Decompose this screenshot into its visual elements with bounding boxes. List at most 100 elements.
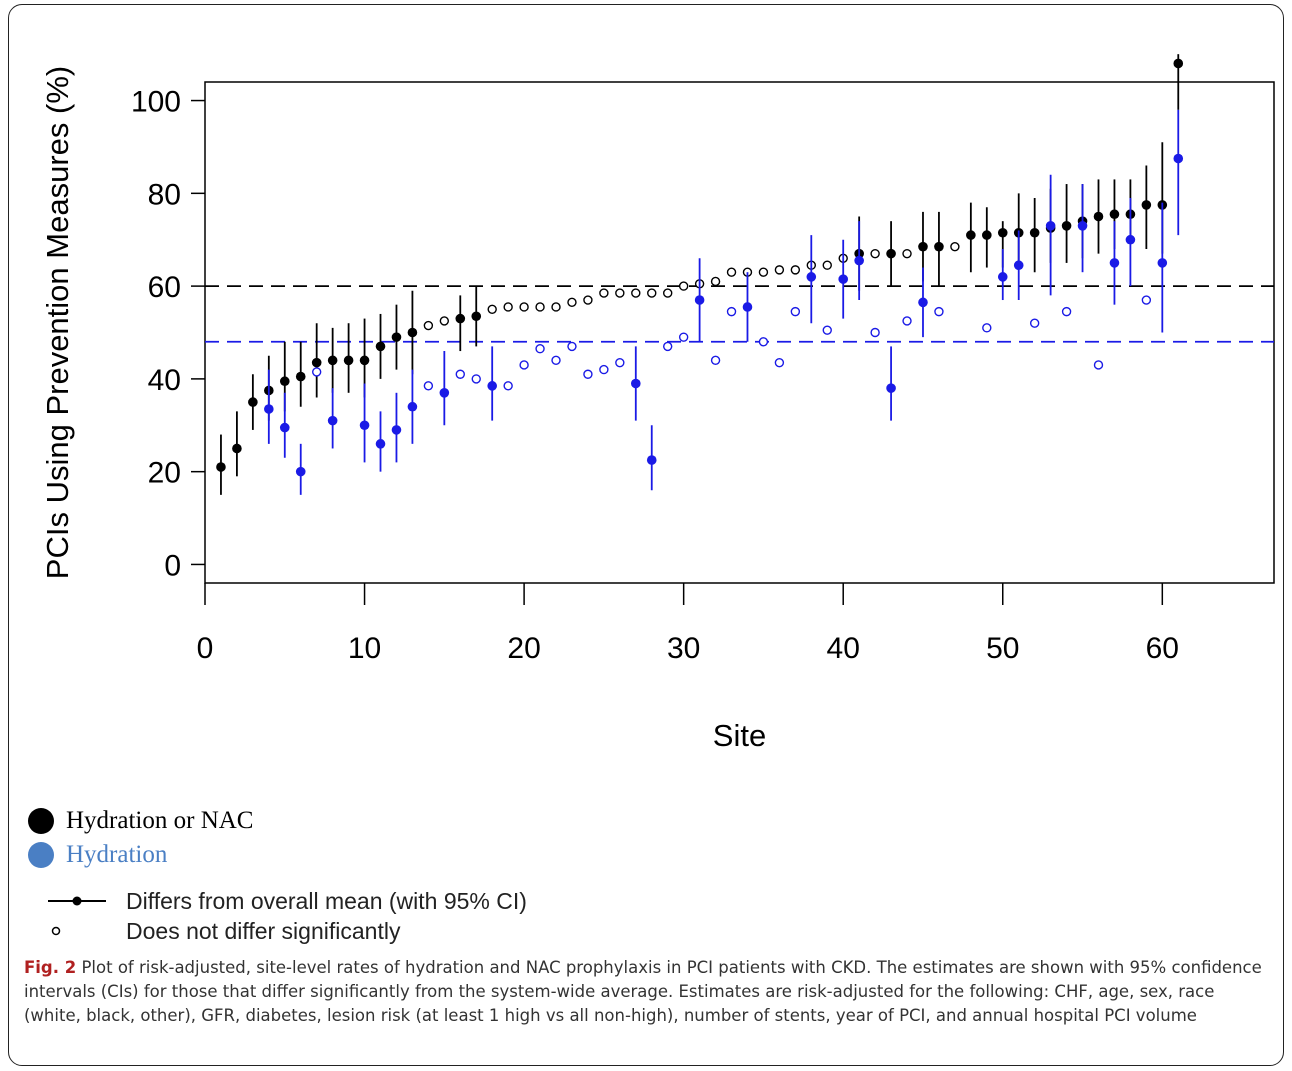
data-point [535, 302, 545, 312]
data-point-significant [327, 415, 338, 426]
data-point-significant [1173, 58, 1184, 69]
data-point [487, 304, 497, 315]
data-point-significant [375, 439, 386, 449]
data-point-significant [375, 341, 386, 352]
data-point [726, 267, 737, 277]
data-point [726, 306, 737, 317]
data-point-significant [646, 455, 657, 465]
data-point [902, 248, 912, 259]
data-point-significant [1141, 200, 1152, 210]
data-point-significant [359, 420, 370, 431]
data-point-significant [487, 381, 497, 391]
x-tick-label: 20 [507, 632, 540, 665]
y-axis-label: PCIs Using Prevention Measures (%) [40, 66, 75, 579]
data-point [950, 241, 960, 252]
data-point-significant [886, 248, 896, 259]
data-point [599, 364, 609, 375]
data-point [870, 248, 880, 259]
data-point [870, 327, 880, 338]
data-point-significant [838, 274, 849, 284]
data-point [1029, 318, 1040, 328]
x-tick-label: 40 [827, 632, 860, 665]
legend-marker-label: Does not differ significantly [126, 917, 401, 944]
data-point [423, 381, 434, 391]
data-point [774, 357, 785, 368]
data-point-significant [806, 272, 817, 282]
data-point-significant [694, 295, 705, 305]
data-point [503, 302, 513, 312]
open-marker-icon [51, 926, 61, 936]
data-point [822, 325, 832, 335]
data-point-significant [997, 272, 1008, 282]
data-point-significant [1093, 211, 1104, 222]
legend-dot-black [28, 808, 54, 834]
x-axis-label: Site [713, 718, 766, 753]
data-point [439, 316, 450, 326]
data-point-significant [407, 401, 418, 412]
legend-marker-significant: Differs from overall mean (with 95% CI) [44, 886, 527, 916]
data-point-significant [359, 355, 370, 366]
data-point [583, 369, 593, 379]
chart-svg: 0 20 40 60 80 100 0 10 20 30 40 50 60 Site PCIs Using … [40, 54, 1275, 753]
legend-marker-not-significant: Does not differ significantly [44, 916, 527, 946]
y-tick-label: 40 [148, 364, 181, 397]
data-point-significant [295, 466, 306, 477]
data-point-significant [279, 422, 290, 433]
data-point [647, 288, 657, 298]
data-point [902, 316, 912, 326]
data-point [678, 332, 689, 342]
data-point [1141, 295, 1152, 305]
figure-caption: Fig. 2 Plot of risk-adjusted, site-level… [24, 956, 1264, 1028]
data-point-significant [1109, 209, 1120, 220]
data-point [631, 288, 641, 298]
y-tick-label: 100 [131, 86, 181, 119]
data-point-significant [279, 376, 290, 387]
data-point [790, 265, 801, 275]
data-point [710, 355, 721, 366]
legend-item-hydration: Hydration [28, 838, 253, 872]
data-point [663, 341, 673, 352]
data-point [519, 302, 529, 312]
x-tick-label: 30 [667, 632, 700, 665]
data-point-significant [264, 404, 274, 414]
series-hydration-or-nac [216, 54, 1184, 495]
data-point [982, 323, 992, 333]
data-point [615, 288, 625, 298]
series-hydration [264, 109, 1184, 495]
legend-marker-label: Differs from overall mean (with 95% CI) [126, 887, 527, 914]
data-point [551, 302, 561, 312]
data-point-significant [1125, 234, 1136, 245]
data-point-significant [391, 332, 402, 342]
x-tick-label: 10 [348, 632, 381, 665]
data-point [519, 360, 529, 370]
y-tick-label: 80 [148, 178, 181, 211]
data-point-significant [886, 383, 896, 393]
data-point-significant [1029, 227, 1040, 238]
data-point-significant [311, 357, 322, 368]
data-point-significant [854, 255, 864, 266]
legend-series: Hydration or NAC Hydration [28, 804, 253, 872]
data-point-significant [997, 227, 1008, 238]
data-point [934, 306, 944, 317]
figure-frame [8, 4, 1284, 1066]
y-tick-label: 20 [148, 457, 181, 490]
caption-text: Plot of risk-adjusted, site-level rates … [24, 958, 1262, 1025]
data-point [583, 295, 593, 305]
data-point [455, 369, 465, 379]
data-point-significant [1077, 221, 1088, 231]
data-point-significant [1173, 153, 1184, 164]
data-point-significant [1013, 260, 1024, 271]
legend-item-hydration-or-nac: Hydration or NAC [28, 804, 253, 838]
data-point-significant [439, 388, 450, 398]
data-point [790, 306, 801, 317]
data-point-significant [216, 462, 226, 472]
caption-label: Fig. 2 [24, 958, 77, 977]
data-point [663, 288, 673, 298]
data-point [758, 337, 769, 347]
data-point-significant [343, 355, 354, 366]
data-point-significant [966, 230, 976, 240]
filled-marker-icon [48, 896, 106, 906]
data-point [1061, 306, 1072, 317]
data-point-significant [1045, 221, 1056, 231]
legend-markers: Differs from overall mean (with 95% CI) … [44, 886, 527, 946]
